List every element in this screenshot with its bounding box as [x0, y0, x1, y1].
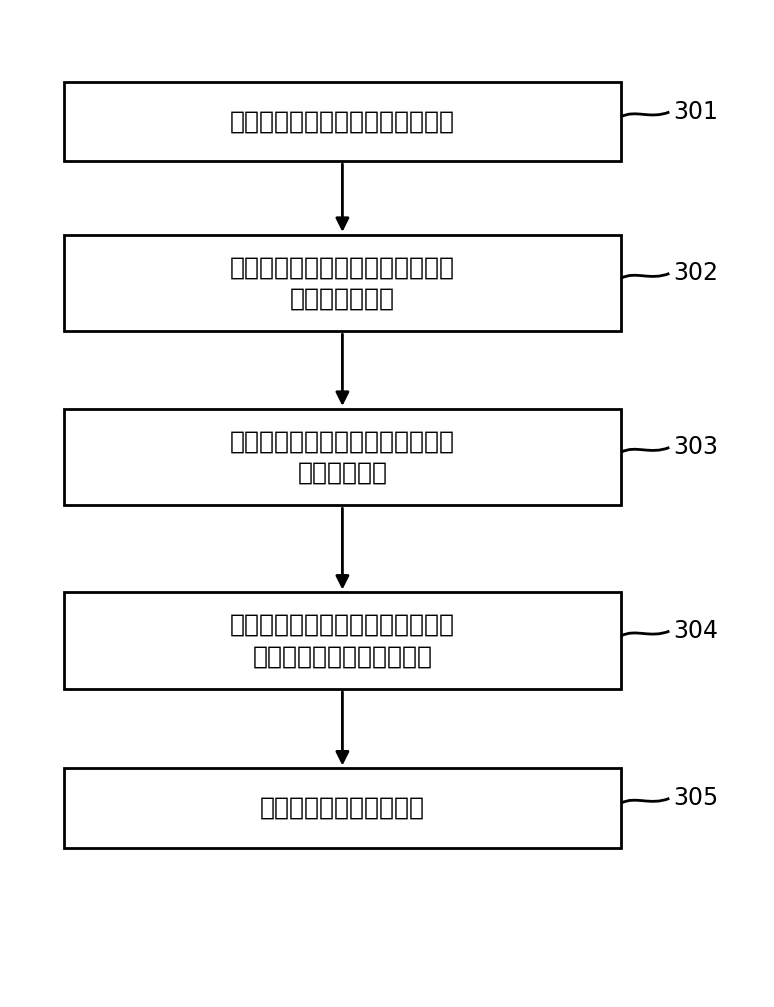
Text: 对原始红外图像进行去燥处理后得
到第一红外图像: 对原始红外图像进行去燥处理后得 到第一红外图像: [230, 256, 455, 311]
FancyBboxPatch shape: [63, 235, 621, 331]
Text: 对第一红外图像进行增强处理得到
第二红外图像: 对第一红外图像进行增强处理得到 第二红外图像: [230, 429, 455, 485]
Text: 确定故障的故障几何尺寸: 确定故障的故障几何尺寸: [260, 796, 425, 820]
FancyBboxPatch shape: [63, 768, 621, 848]
Text: 302: 302: [673, 262, 718, 285]
Text: 304: 304: [673, 619, 718, 643]
Text: 305: 305: [673, 786, 718, 811]
Text: 301: 301: [673, 100, 718, 124]
FancyBboxPatch shape: [63, 592, 621, 689]
Text: 对第二红外图像进行边缘检测以确
定串补电容器组的故障位置: 对第二红外图像进行边缘检测以确 定串补电容器组的故障位置: [230, 613, 455, 669]
Text: 获取串补电容器组的原始红外图像: 获取串补电容器组的原始红外图像: [230, 110, 455, 134]
FancyBboxPatch shape: [63, 82, 621, 161]
Text: 303: 303: [673, 435, 718, 459]
FancyBboxPatch shape: [63, 409, 621, 506]
